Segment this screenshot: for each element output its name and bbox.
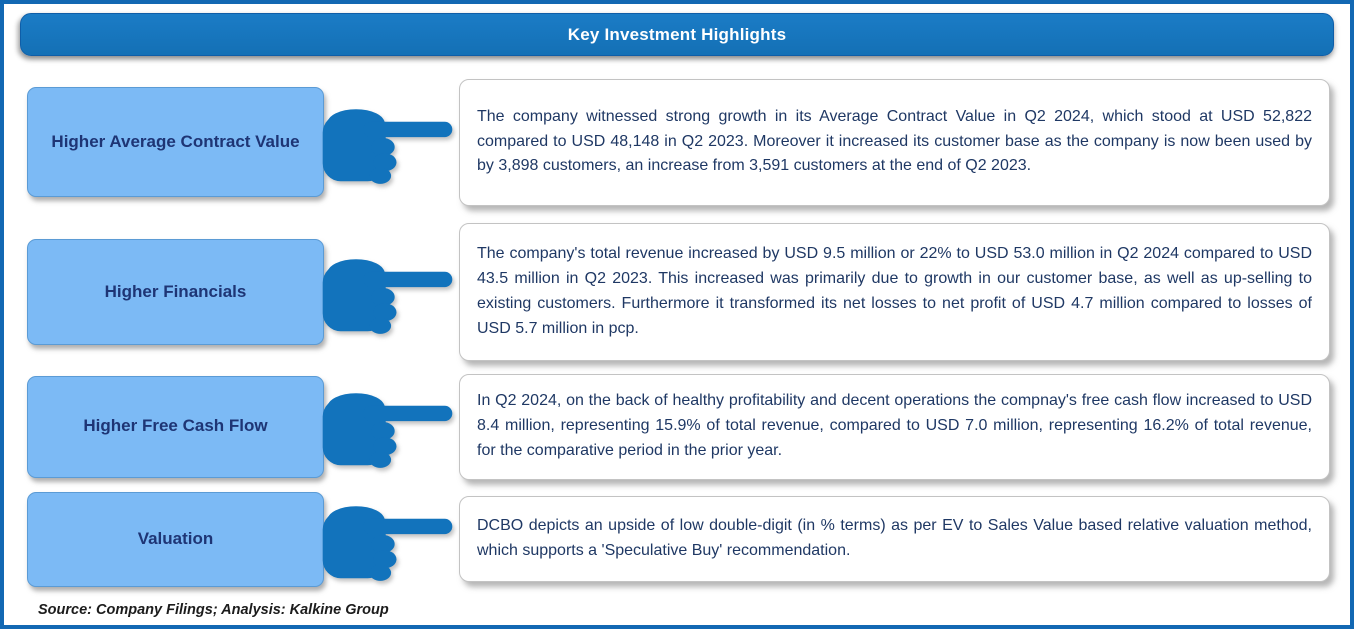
source-note: Source: Company Filings; Analysis: Kalki… (38, 602, 389, 618)
highlight-row-free-cash-flow: Higher Free Cash Flow In Q2 2024, on the… (27, 370, 1330, 483)
highlight-text: The company witnessed strong growth in i… (477, 107, 1312, 175)
right-pointing-hand-icon (320, 93, 455, 192)
highlight-row-financials: Higher Financials The company's total re… (27, 222, 1330, 362)
highlight-text-box: The company's total revenue increased by… (459, 223, 1330, 361)
highlight-label: Higher Financials (104, 281, 247, 301)
highlight-text-box: DCBO depicts an upside of low double-dig… (459, 496, 1330, 582)
highlight-text-box: The company witnessed strong growth in i… (459, 78, 1330, 206)
title-banner: Key Investment Highlights (20, 13, 1334, 56)
highlight-label: Higher Free Cash Flow (83, 416, 268, 436)
highlight-label: Higher Average Contract Value (51, 131, 300, 151)
highlight-rows: Higher Average Contract Value The compan… (4, 56, 1350, 587)
highlight-text-box: In Q2 2024, on the back of healthy profi… (459, 373, 1330, 480)
highlight-text: The company's total revenue increased by… (477, 245, 1312, 337)
highlight-row-average-contract-value: Higher Average Contract Value The compan… (27, 77, 1330, 207)
highlight-label-box: Valuation (27, 491, 324, 587)
highlight-label-box: Higher Average Contract Value (27, 87, 324, 197)
highlight-label-box: Higher Financials (27, 239, 324, 345)
right-pointing-hand-icon (320, 243, 455, 342)
highlight-text: DCBO depicts an upside of low double-dig… (477, 517, 1312, 559)
highlight-text: In Q2 2024, on the back of healthy profi… (477, 392, 1312, 459)
page-title: Key Investment Highlights (567, 24, 787, 44)
right-pointing-hand-icon (320, 377, 455, 476)
right-pointing-hand-icon (320, 490, 455, 589)
highlight-label-box: Higher Free Cash Flow (27, 375, 324, 478)
highlight-label: Valuation (137, 528, 214, 548)
highlight-row-valuation: Valuation DCBO depicts an upside of low … (27, 491, 1330, 587)
